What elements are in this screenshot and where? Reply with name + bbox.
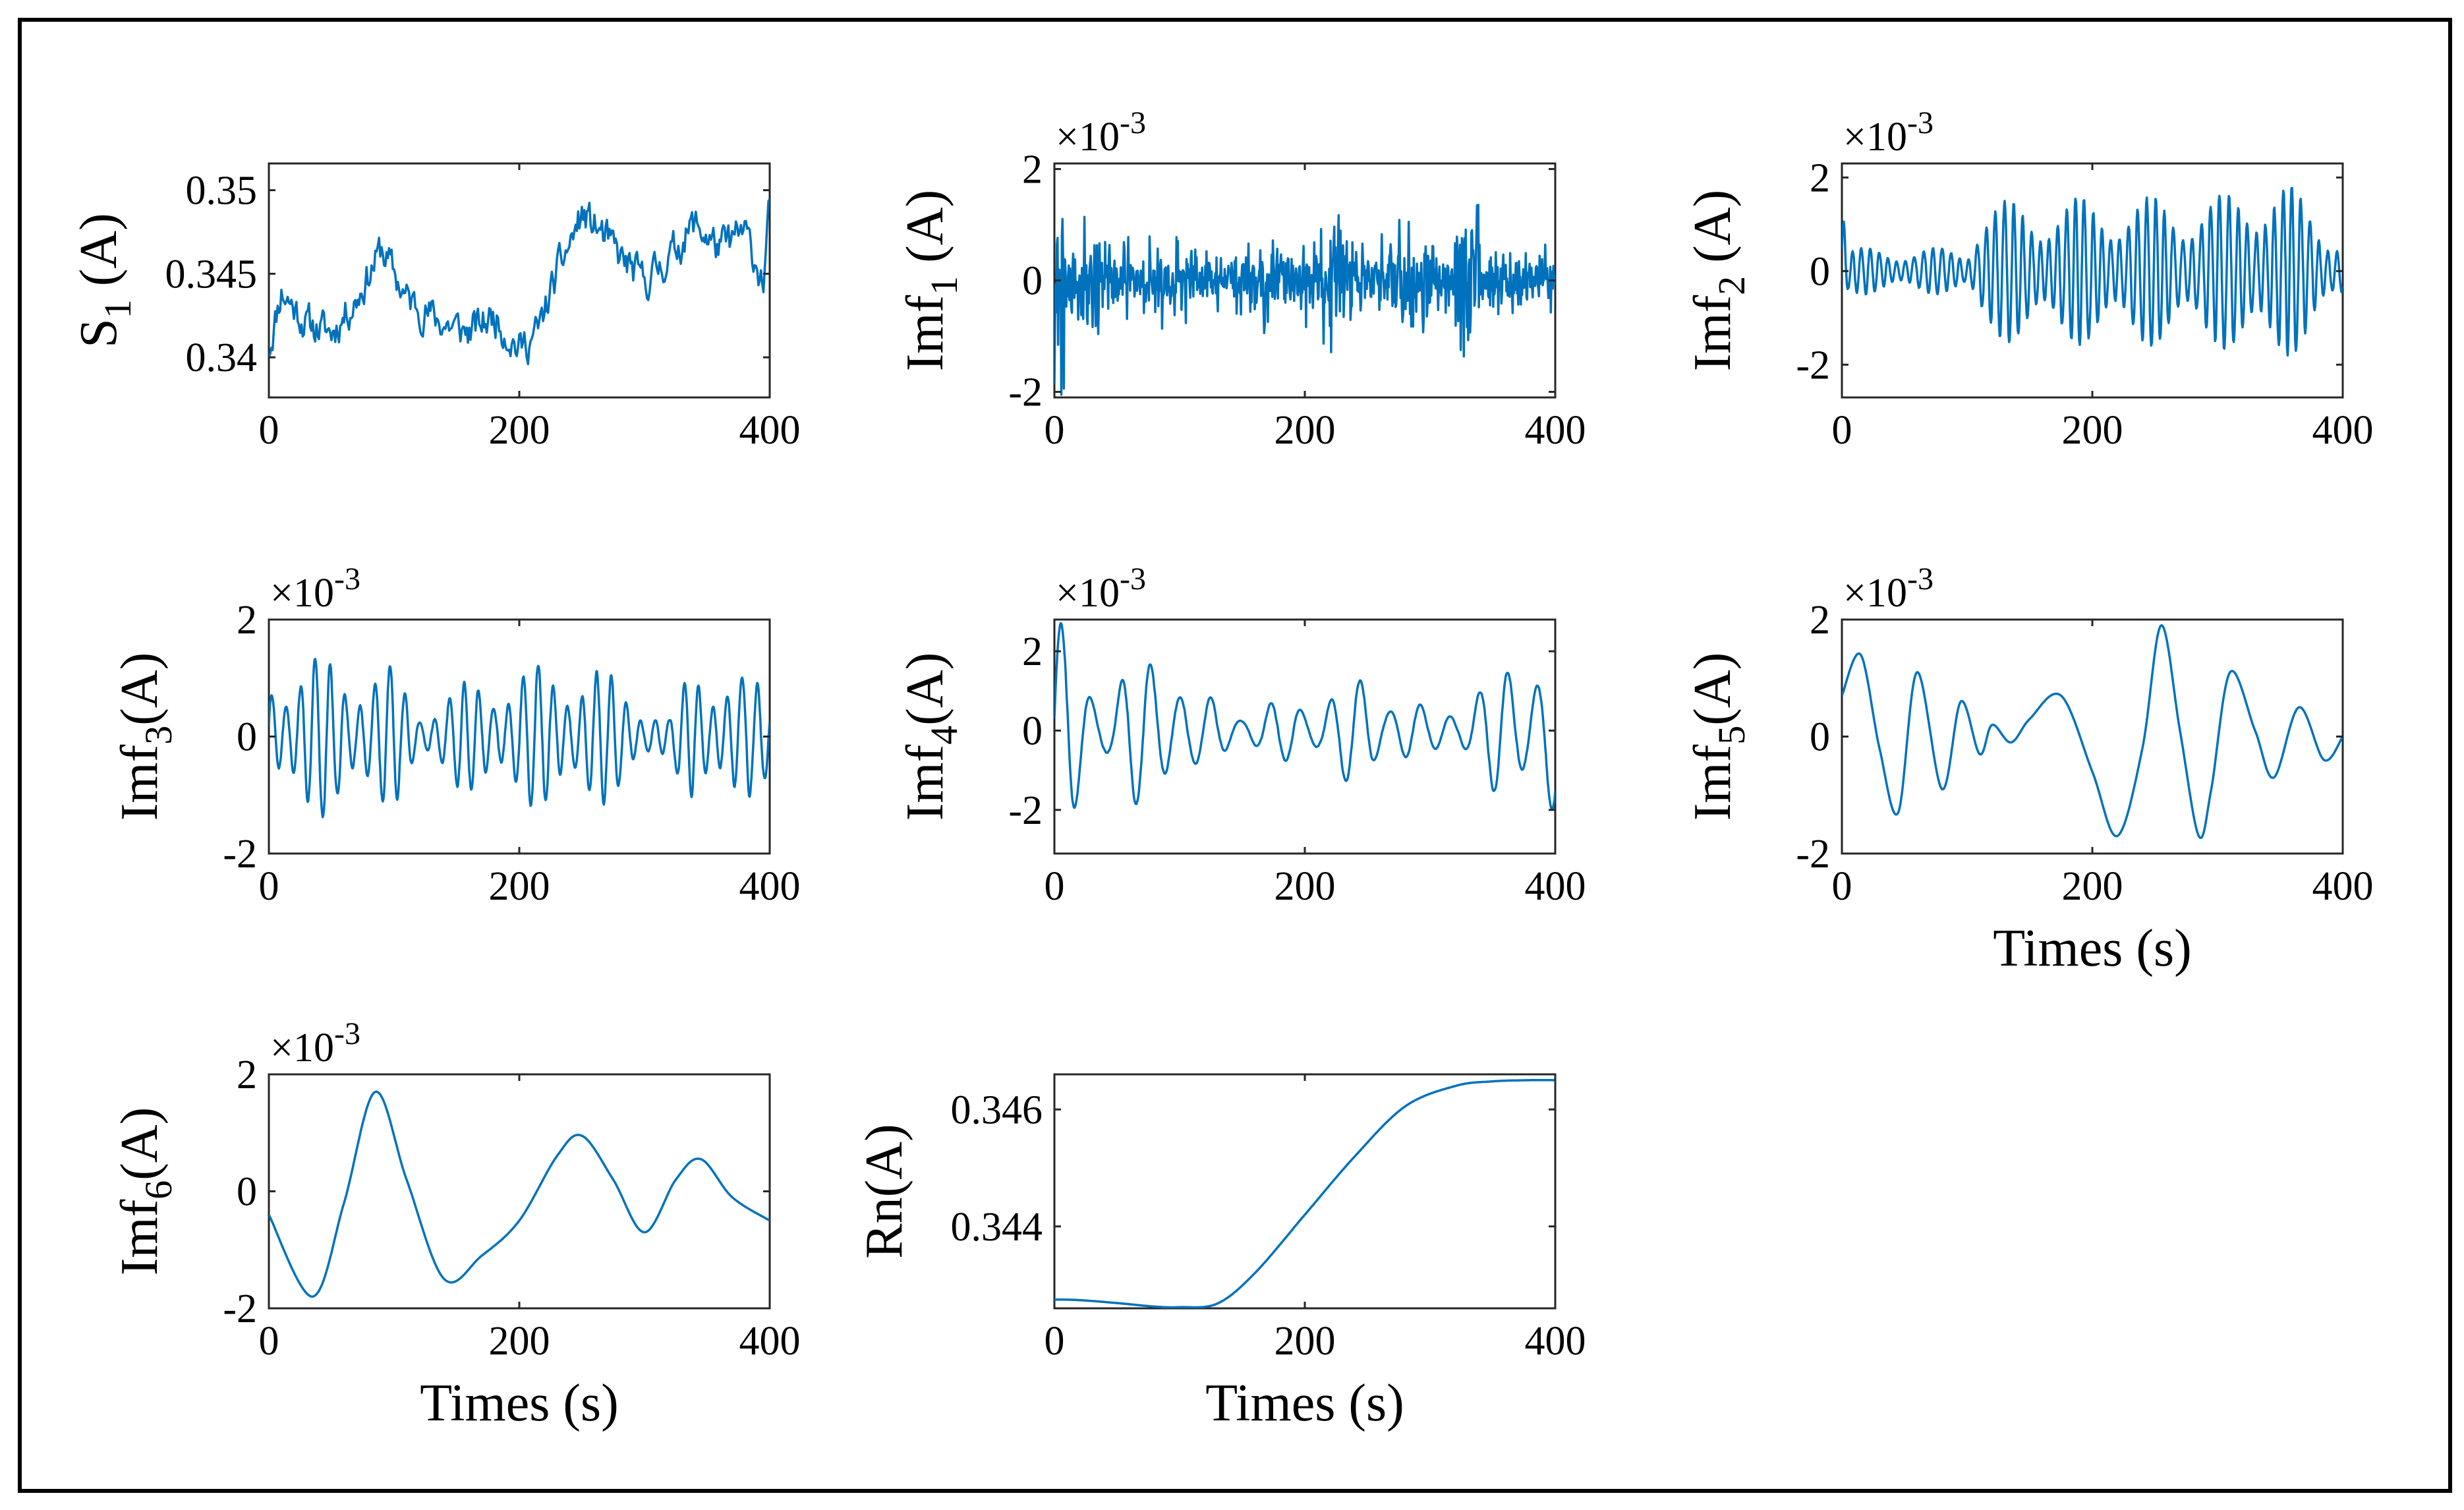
y-tick-label: -2: [1008, 370, 1043, 415]
x-tick-label: 200: [489, 408, 550, 453]
y-axis-label: Imf1 (A): [896, 190, 965, 372]
axis-exponent: ×10-3: [270, 562, 360, 616]
axes-box: [1053, 1073, 1557, 1310]
axis-exponent: ×10-3: [270, 1016, 360, 1070]
y-tick-label: -2: [1796, 343, 1830, 388]
x-tick-label: 200: [2062, 408, 2123, 453]
x-tick-label: 0: [1045, 1319, 1065, 1364]
y-tick-label: 0: [237, 715, 257, 760]
y-tick-label: 2: [1810, 156, 1830, 200]
y-axis-label: Imf5(A): [1684, 653, 1753, 821]
x-tick-label: 0: [259, 864, 279, 909]
y-tick-label: 0: [237, 1170, 257, 1215]
y-axis-label: Imf3(A): [111, 653, 180, 821]
subplot-s1: 0 200 400 0.34 0.345 0.35 S1 (A): [70, 162, 801, 453]
x-tick-label: 400: [1525, 1319, 1586, 1364]
y-tick-label: 0: [1810, 249, 1830, 294]
y-tick-label: 2: [237, 1053, 257, 1097]
y-tick-label: 0: [1022, 259, 1043, 304]
axes-box: [1841, 618, 2344, 855]
y-tick-label: 2: [1022, 147, 1043, 192]
axis-exponent: ×10-3: [1843, 562, 1934, 616]
axis-exponent: ×10-3: [1056, 562, 1146, 616]
y-axis-label: Imf4(A): [896, 653, 965, 821]
figure-border: [18, 18, 2452, 1493]
x-axis-label: Times (s): [1993, 919, 2192, 977]
x-tick-label: 200: [2062, 864, 2123, 909]
x-tick-label: 0: [259, 408, 279, 453]
x-tick-label: 400: [2312, 408, 2374, 453]
series-line: [269, 1090, 770, 1298]
y-tick-label: -2: [223, 832, 257, 877]
y-tick-label: 2: [237, 598, 257, 643]
series-line: [269, 658, 770, 819]
series-line: [1054, 1078, 1555, 1308]
subplot-rn: 0 200 400 0.344 0.346 Rn(A) Times (s): [855, 1073, 1586, 1432]
x-tick-label: 200: [1275, 1319, 1336, 1364]
y-tick-label: -2: [223, 1287, 257, 1331]
x-tick-label: 200: [489, 1319, 550, 1364]
y-tick-label: 0.34: [186, 335, 258, 380]
x-tick-label: 0: [259, 1319, 279, 1364]
y-tick-label: 0: [1810, 715, 1830, 760]
series-line: [1054, 622, 1555, 811]
y-axis-label: Imf6(A): [111, 1107, 180, 1276]
x-tick-label: 400: [1525, 864, 1586, 909]
x-tick-label: 400: [739, 864, 801, 909]
x-tick-label: 0: [1045, 408, 1065, 453]
y-tick-label: -2: [1796, 832, 1830, 877]
x-tick-label: 200: [489, 864, 550, 909]
y-tick-label: 0.344: [951, 1205, 1043, 1250]
y-axis-label: S1 (A): [70, 213, 139, 348]
x-tick-label: 400: [1525, 408, 1586, 453]
series-line: [1054, 204, 1555, 396]
y-axis-label: Imf2 (A): [1684, 190, 1753, 372]
x-tick-label: 400: [2312, 864, 2374, 909]
x-axis-label: Times (s): [420, 1374, 619, 1432]
series-line: [269, 198, 770, 366]
series-line: [1842, 624, 2343, 840]
y-tick-label: 2: [1810, 598, 1830, 643]
y-tick-label: 0.346: [951, 1088, 1043, 1132]
x-tick-label: 200: [1275, 408, 1336, 453]
x-tick-label: 400: [739, 1319, 801, 1364]
y-tick-label: 2: [1022, 629, 1043, 674]
x-tick-label: 400: [739, 408, 801, 453]
axes-box: [268, 162, 771, 399]
y-axis-label: Rn(A): [855, 1124, 913, 1258]
y-tick-label: 0.35: [186, 169, 258, 214]
x-axis-label: Times (s): [1205, 1374, 1404, 1432]
x-tick-label: 0: [1832, 408, 1852, 453]
x-tick-label: 0: [1045, 864, 1065, 909]
axis-exponent: ×10-3: [1843, 105, 1934, 160]
y-tick-label: -2: [1008, 788, 1043, 833]
y-tick-label: 0: [1022, 709, 1043, 753]
series-line: [1842, 187, 2343, 357]
x-tick-label: 200: [1275, 864, 1336, 909]
axis-exponent: ×10-3: [1056, 105, 1146, 160]
axes-box: [268, 1073, 771, 1310]
y-tick-label: 0.345: [165, 252, 258, 297]
x-tick-label: 0: [1832, 864, 1852, 909]
